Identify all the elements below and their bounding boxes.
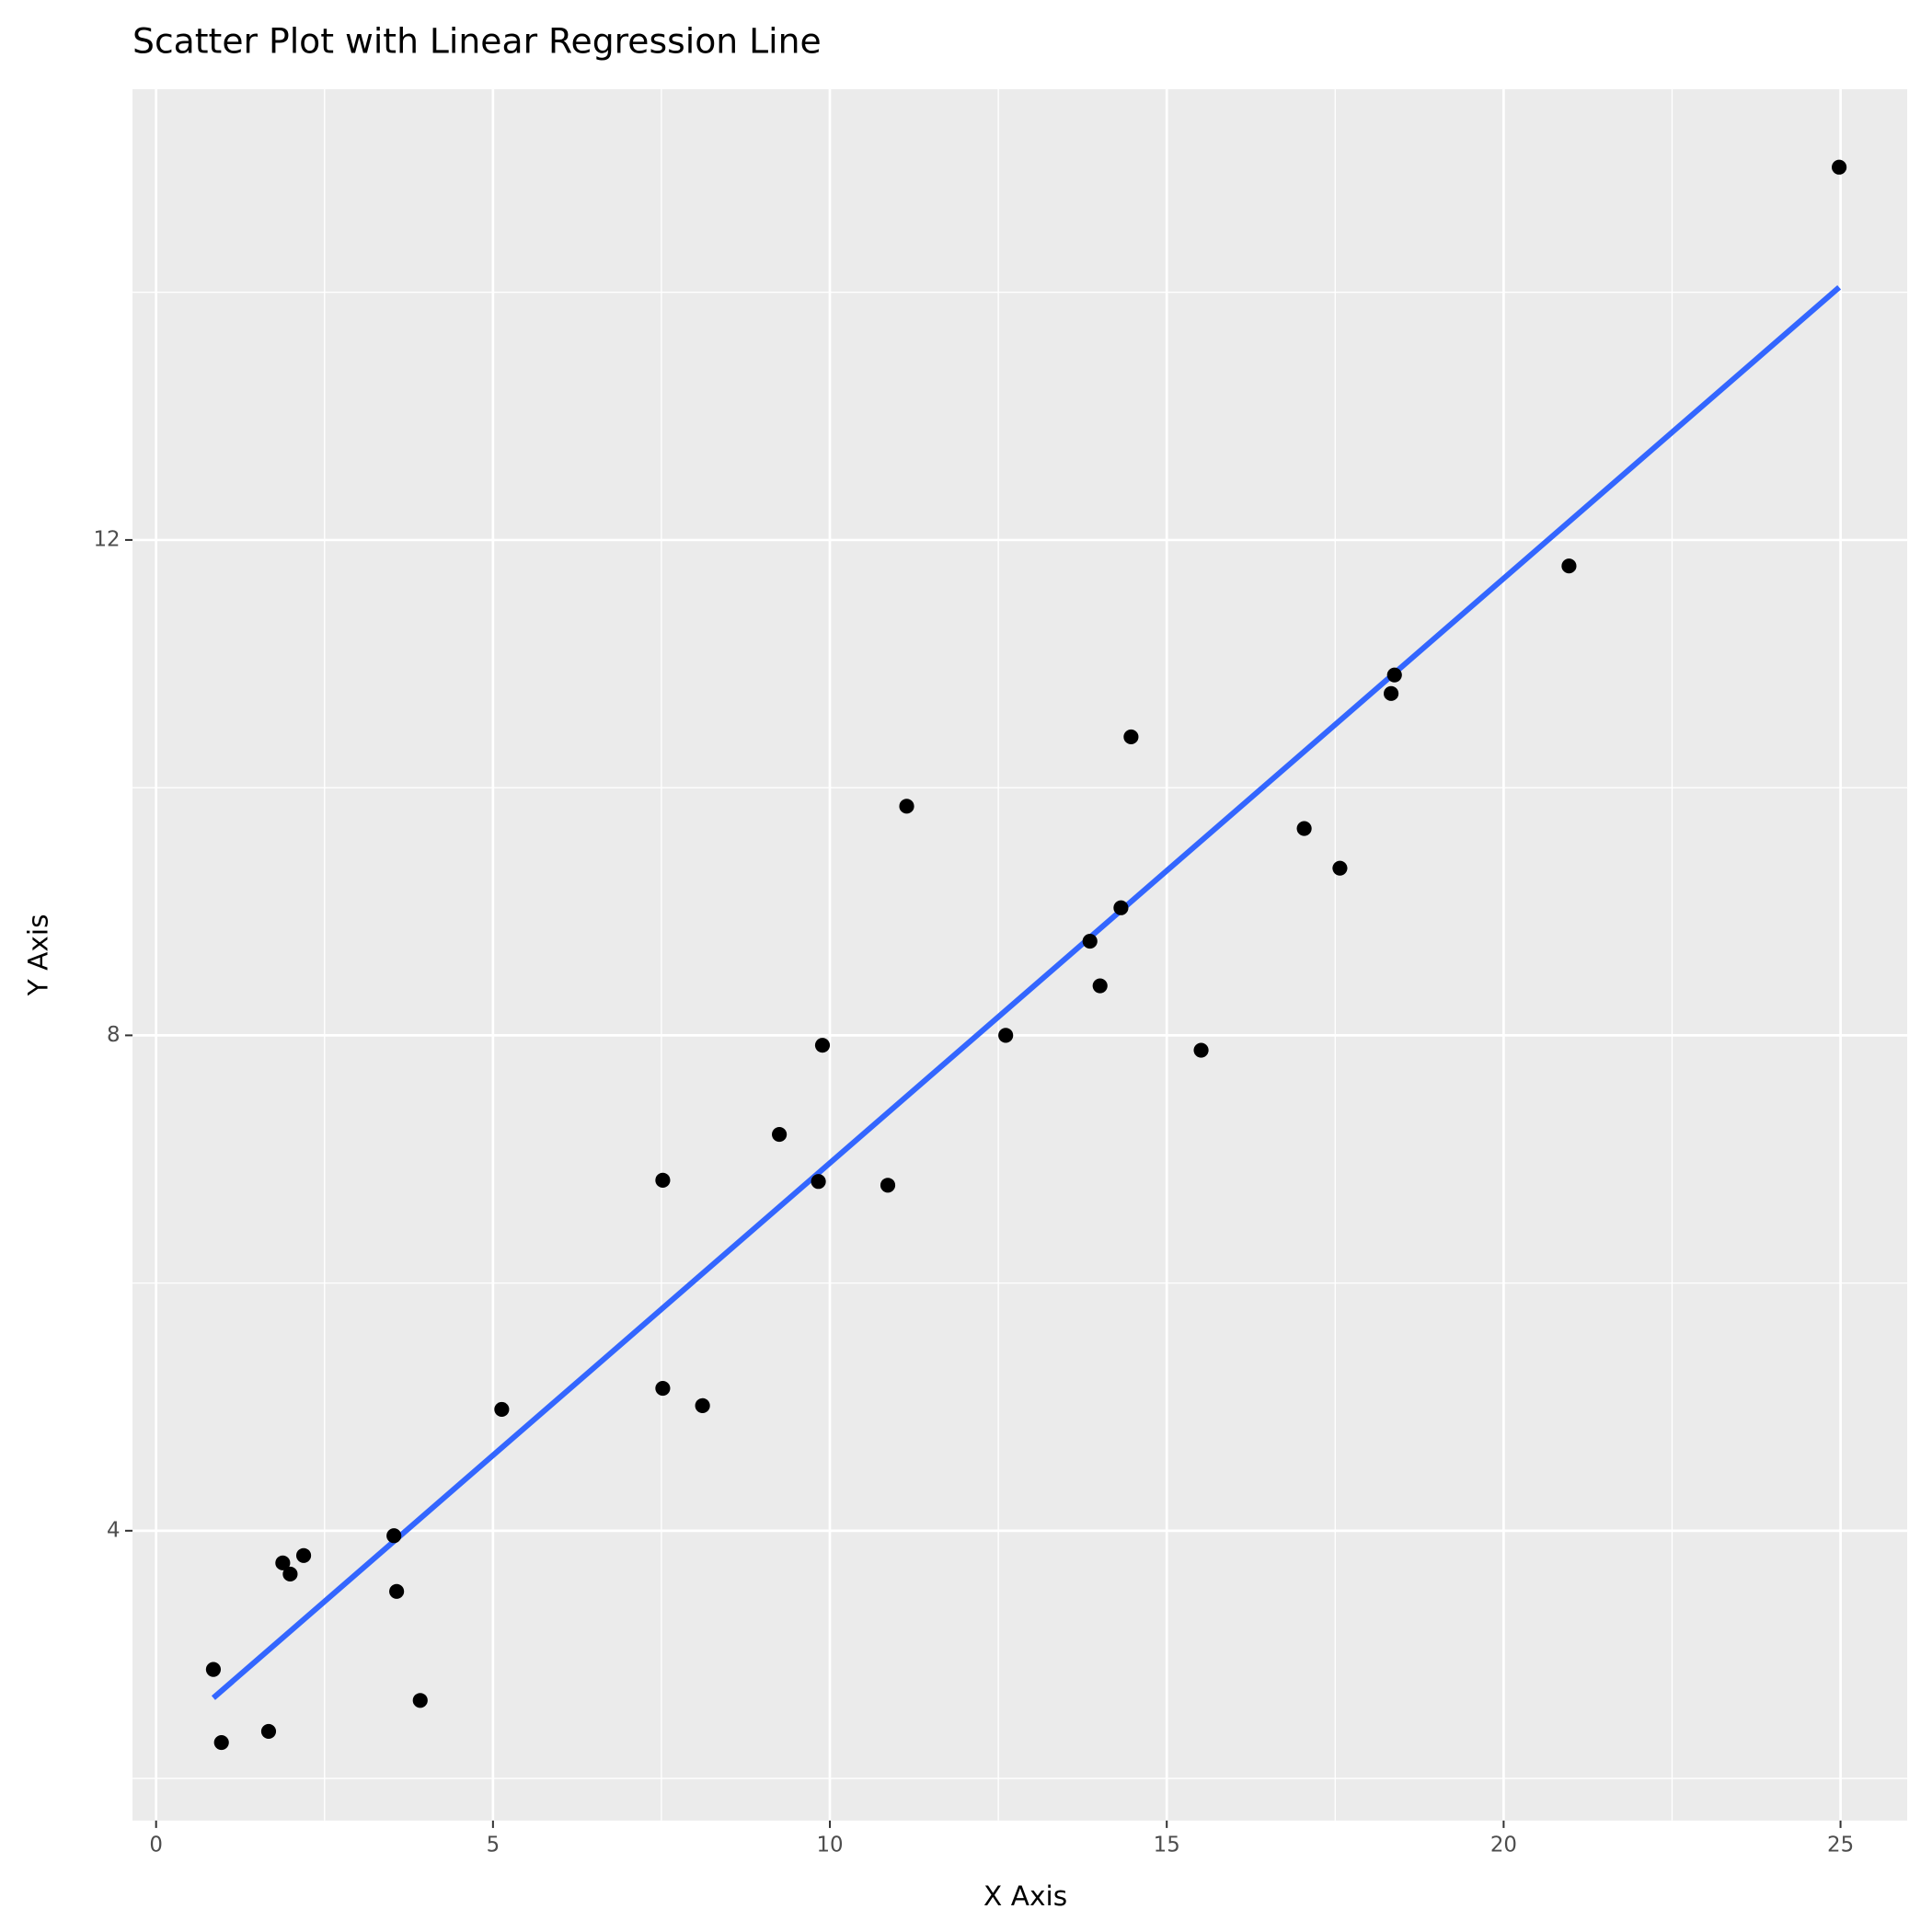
point xyxy=(1332,860,1348,876)
point xyxy=(814,1038,831,1053)
y-axis-label: Y Axis xyxy=(23,914,54,996)
x-tick-label: 10 xyxy=(816,1833,843,1857)
point xyxy=(275,1555,291,1570)
point xyxy=(389,1583,405,1599)
point xyxy=(1092,978,1108,994)
point xyxy=(880,1178,896,1193)
point xyxy=(1082,934,1098,949)
point xyxy=(295,1547,312,1563)
point xyxy=(1296,821,1312,836)
x-axis-label: X Axis xyxy=(983,1880,1067,1912)
point xyxy=(412,1693,428,1708)
plot-panel xyxy=(132,88,1908,1821)
point xyxy=(899,799,914,814)
point xyxy=(260,1723,277,1739)
point xyxy=(1193,1042,1209,1058)
y-tick-label: 4 xyxy=(107,1518,121,1542)
point xyxy=(655,1172,671,1188)
point xyxy=(1384,685,1399,701)
x-tick-label: 20 xyxy=(1490,1833,1517,1857)
point xyxy=(386,1528,402,1544)
point xyxy=(1386,667,1402,683)
point xyxy=(695,1397,710,1413)
point xyxy=(213,1734,229,1751)
x-tick-label: 15 xyxy=(1154,1833,1180,1857)
point xyxy=(655,1380,671,1397)
y-tick-label: 8 xyxy=(107,1023,121,1047)
point xyxy=(205,1662,221,1677)
y-tick-label: 12 xyxy=(93,527,120,551)
point xyxy=(1832,159,1847,175)
point xyxy=(1123,729,1139,745)
chart-title: Scatter Plot with Linear Regression Line xyxy=(132,21,822,62)
point xyxy=(998,1028,1014,1043)
point xyxy=(811,1174,826,1190)
regression-line xyxy=(211,285,1842,1700)
x-tick-label: 0 xyxy=(149,1833,163,1857)
point xyxy=(1561,558,1577,574)
point xyxy=(282,1566,298,1582)
point xyxy=(1113,900,1129,915)
grid xyxy=(132,88,1908,1821)
x-tick-label: 25 xyxy=(1827,1833,1854,1857)
point xyxy=(494,1401,510,1417)
point xyxy=(772,1127,788,1143)
x-tick-label: 5 xyxy=(487,1833,500,1857)
marks xyxy=(205,159,1847,1751)
